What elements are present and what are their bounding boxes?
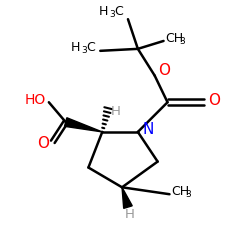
Text: H: H: [125, 208, 135, 222]
Text: O: O: [37, 136, 49, 151]
Text: N: N: [142, 122, 154, 138]
Polygon shape: [122, 187, 132, 208]
Polygon shape: [64, 118, 102, 132]
Text: 3: 3: [109, 10, 115, 19]
Text: O: O: [158, 63, 170, 78]
Text: H: H: [111, 105, 121, 118]
Text: O: O: [208, 93, 220, 108]
Text: 3: 3: [185, 190, 191, 199]
Text: HO: HO: [24, 93, 46, 107]
Text: H: H: [99, 5, 108, 18]
Text: 3: 3: [180, 38, 185, 46]
Text: C: C: [86, 41, 95, 54]
Text: CH: CH: [166, 32, 184, 46]
Text: H: H: [71, 41, 81, 54]
Text: C: C: [114, 5, 123, 18]
Text: 3: 3: [82, 46, 87, 55]
Text: CH: CH: [172, 185, 190, 198]
